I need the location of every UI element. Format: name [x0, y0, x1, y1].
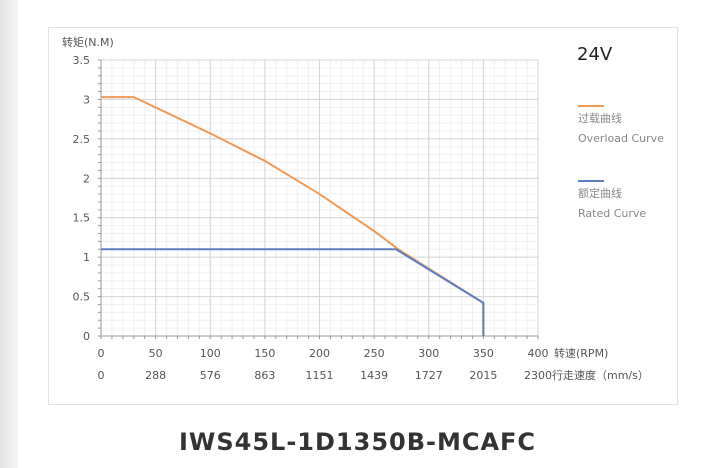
x-tick-label: 100: [200, 347, 221, 360]
y-tick-label: 2.5: [73, 133, 91, 146]
y-tick-label: 1: [83, 251, 90, 264]
x2-axis-label: 行走速度（mm/s）: [552, 368, 649, 382]
y-tick-label: 1.5: [73, 212, 91, 225]
x-tick-label: 200: [309, 347, 330, 360]
y-tick-label: 0.5: [73, 291, 91, 304]
y-tick-label: 3.5: [73, 54, 91, 67]
legend-label-en-0: Overload Curve: [578, 132, 664, 145]
x2-tick-label: 1727: [415, 369, 443, 382]
voltage-label: 24V: [577, 44, 613, 65]
left-edge-strip: [0, 0, 18, 468]
x-tick-label: 300: [418, 347, 439, 360]
legend-label-en-1: Rated Curve: [578, 207, 646, 220]
product-title: IWS45L-1D1350B-MCAFC: [178, 428, 537, 456]
series-line-0: [101, 96, 485, 336]
x-tick-label: 0: [98, 347, 105, 360]
x-tick-label: 150: [254, 347, 275, 360]
x2-tick-label: 1151: [306, 369, 334, 382]
x-tick-label: 350: [473, 347, 494, 360]
x2-tick-label: 2015: [469, 369, 497, 382]
x2-tick-label: 863: [254, 369, 275, 382]
legend-label-1: 额定曲线: [578, 186, 622, 200]
x2-tick-label: 1439: [360, 369, 388, 382]
y-tick-label: 3: [83, 93, 90, 106]
x2-tick-label: 288: [145, 369, 166, 382]
legend-label-0: 过载曲线: [578, 111, 622, 125]
x-axis-label: 转速(RPM): [554, 346, 608, 360]
x-tick-label: 50: [149, 347, 163, 360]
series-line-1: [101, 248, 485, 336]
y-tick-label: 0: [83, 330, 90, 343]
x2-tick-label: 2300: [524, 369, 552, 382]
y-axis-label: 转矩(N.M): [62, 35, 114, 49]
x-tick-label: 250: [364, 347, 385, 360]
x-tick-label: 400: [528, 347, 549, 360]
y-tick-label: 2: [83, 172, 90, 185]
x2-tick-label: 0: [98, 369, 105, 382]
x2-tick-label: 576: [200, 369, 221, 382]
